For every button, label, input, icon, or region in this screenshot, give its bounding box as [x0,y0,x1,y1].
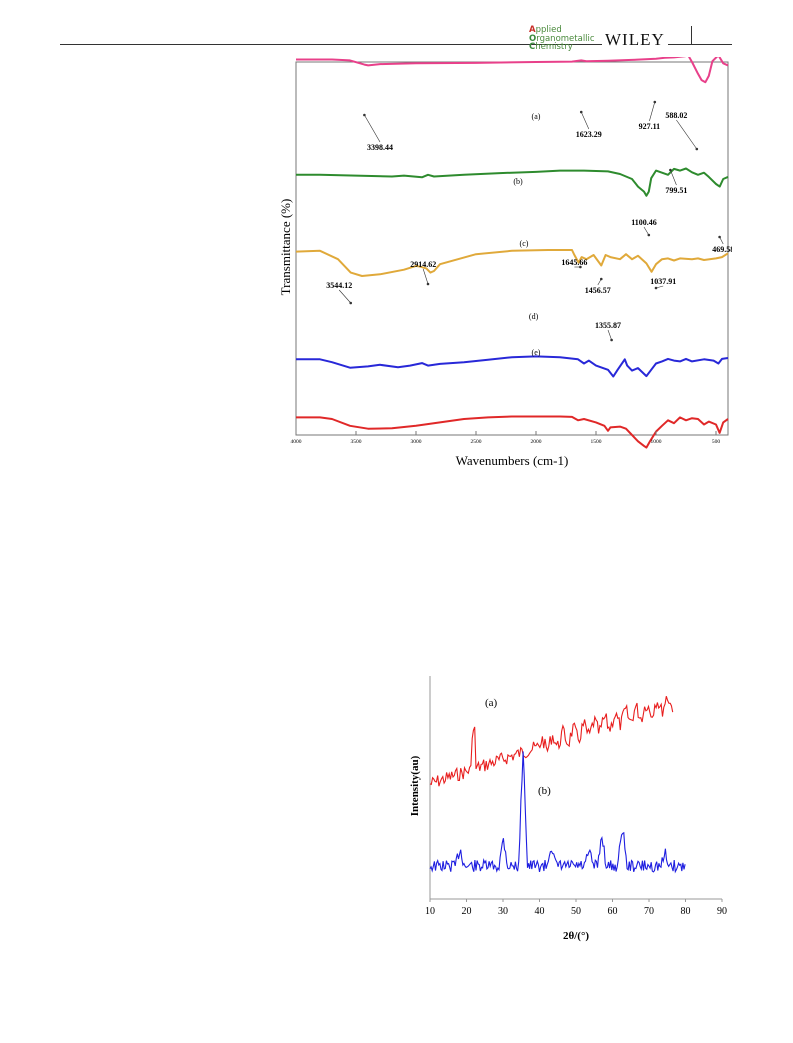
ftir-annotation-arrow [643,226,650,236]
ftir-x-tick-label: 3500 [351,439,362,445]
journal-line-3: Chemistry [529,42,573,52]
ftir-x-tick-label: 4000 [291,439,302,445]
ftir-peak-annotation: 3398.44 [367,143,393,152]
ftir-series-label: (a) [532,112,541,121]
ftir-annotation-arrowhead [669,168,672,172]
ftir-series-3 [295,249,729,277]
header-rule [60,44,732,45]
ftir-peak-annotation: 3544.12 [326,281,352,290]
ftir-annotation-arrow [607,329,612,341]
ftir-x-axis-label: Wavenumbers (cm-1) [456,453,569,468]
xrd-series-group [429,696,686,874]
ftir-x-tick-label: 1500 [591,439,602,445]
publisher-logo: WILEY [602,31,668,48]
ftir-annotation-arrowhead [610,338,613,342]
ftir-annotation-arrowhead [718,235,721,239]
xrd-series-b [429,751,686,874]
ftir-x-tick-label: 1000 [651,439,662,445]
ftir-figure: (a) (b) (c) (d) (e) 4000 3500 3000 2500 2000 1500… [278,57,732,468]
ftir-x-tick-label: 2500 [471,439,482,445]
xrd-x-tick-label: 80 [681,906,691,917]
xrd-x-axis-label: 2θ/(°) [563,930,589,942]
ftir-peak-annotation: 588.02 [665,111,687,120]
xrd-x-tick-label: 90 [717,906,727,917]
ftir-annotation-arrowhead [363,113,366,117]
journal-line-1: Applied [529,25,562,35]
xrd-x-tick-label: 50 [571,906,581,917]
ftir-peak-annotation: 1355.87 [595,321,621,330]
ftir-annotation-arrowhead [349,301,353,305]
ftir-peak-annotation: 2914.62 [410,260,436,269]
ftir-ticks-group: 4000 3500 3000 2500 2000 1500 1000 500 [291,431,721,445]
ftir-series-label: (e) [532,348,541,357]
page-tick [691,26,692,44]
xrd-x-tick-label: 10 [425,906,435,917]
ftir-series-1 [296,57,729,84]
ftir-annotation-arrowhead [579,265,582,269]
ftir-annotation-arrow [670,169,677,186]
ftir-peak-annotation: 469.58 [712,245,732,254]
ftir-annotation-arrowhead [579,110,583,114]
ftir-series-5 [296,415,729,449]
journal-logo: Applied Organometallic Chemistry [529,26,595,52]
ftir-peak-annotation: 1645.66 [561,258,587,267]
ftir-annotation-arrow [676,119,698,150]
ftir-annotation-arrow [422,268,429,285]
ftir-series-group: (a) (b) (c) (d) (e) [295,57,729,449]
ftir-annotation-arrowhead [426,282,430,286]
ftir-annotations-group: 3398.44 1623.29 927.11 588.02 799.51 1100.46 4… [326,100,732,342]
ftir-peak-annotation: 1037.91 [650,277,676,286]
ftir-x-tick-label: 2000 [531,439,542,445]
ftir-annotation-arrowhead [654,286,658,290]
ftir-peak-annotation: 799.51 [665,186,687,195]
ftir-series-label: (d) [529,312,539,321]
ftir-series-label: (b) [513,177,523,186]
ftir-x-tick-label: 500 [712,439,721,445]
ftir-peak-annotation: 1456.57 [585,286,611,295]
ftir-y-axis-label: Transmittance (%) [278,199,293,296]
ftir-annotation-arrow [649,101,656,122]
xrd-x-tick-label: 40 [535,906,545,917]
ftir-annotation-arrowhead [647,233,651,237]
ftir-series-label: (c) [520,239,529,248]
ftir-annotation-arrow [364,114,381,143]
ftir-annotation-arrow [580,111,590,130]
xrd-x-tick-label: 70 [644,906,654,917]
ftir-peak-annotation: 1100.46 [631,218,657,227]
xrd-figure: 10 20 30 40 50 60 70 80 90 (a) (b) 2θ/(°) Intens… [410,676,727,942]
xrd-series-label-b: (b) [538,785,551,797]
xrd-ticks-group: 10 20 30 40 50 60 70 80 90 [425,899,727,917]
ftir-annotation-arrowhead [695,147,699,151]
ftir-frame [295,61,729,436]
ftir-series-4 [296,355,729,378]
xrd-x-tick-label: 60 [608,906,618,917]
ftir-x-tick-label: 3000 [411,439,422,445]
ftir-annotation-arrowhead [653,100,657,104]
ftir-annotation-arrow [338,289,351,304]
xrd-y-axis-label: Intensity(au) [410,755,421,816]
journal-line-2: Organometallic [529,33,595,44]
ftir-peak-annotation: 1623.29 [576,130,602,139]
xrd-series-label-a: (a) [485,697,498,709]
xrd-series-a [429,696,674,787]
xrd-x-tick-label: 20 [462,906,472,917]
ftir-peak-annotation: 927.11 [639,122,661,131]
ftir-annotation-arrowhead [599,277,603,281]
ftir-annotation-arrow [719,236,724,245]
xrd-x-tick-label: 30 [498,906,508,917]
ftir-series-2 [296,167,729,197]
